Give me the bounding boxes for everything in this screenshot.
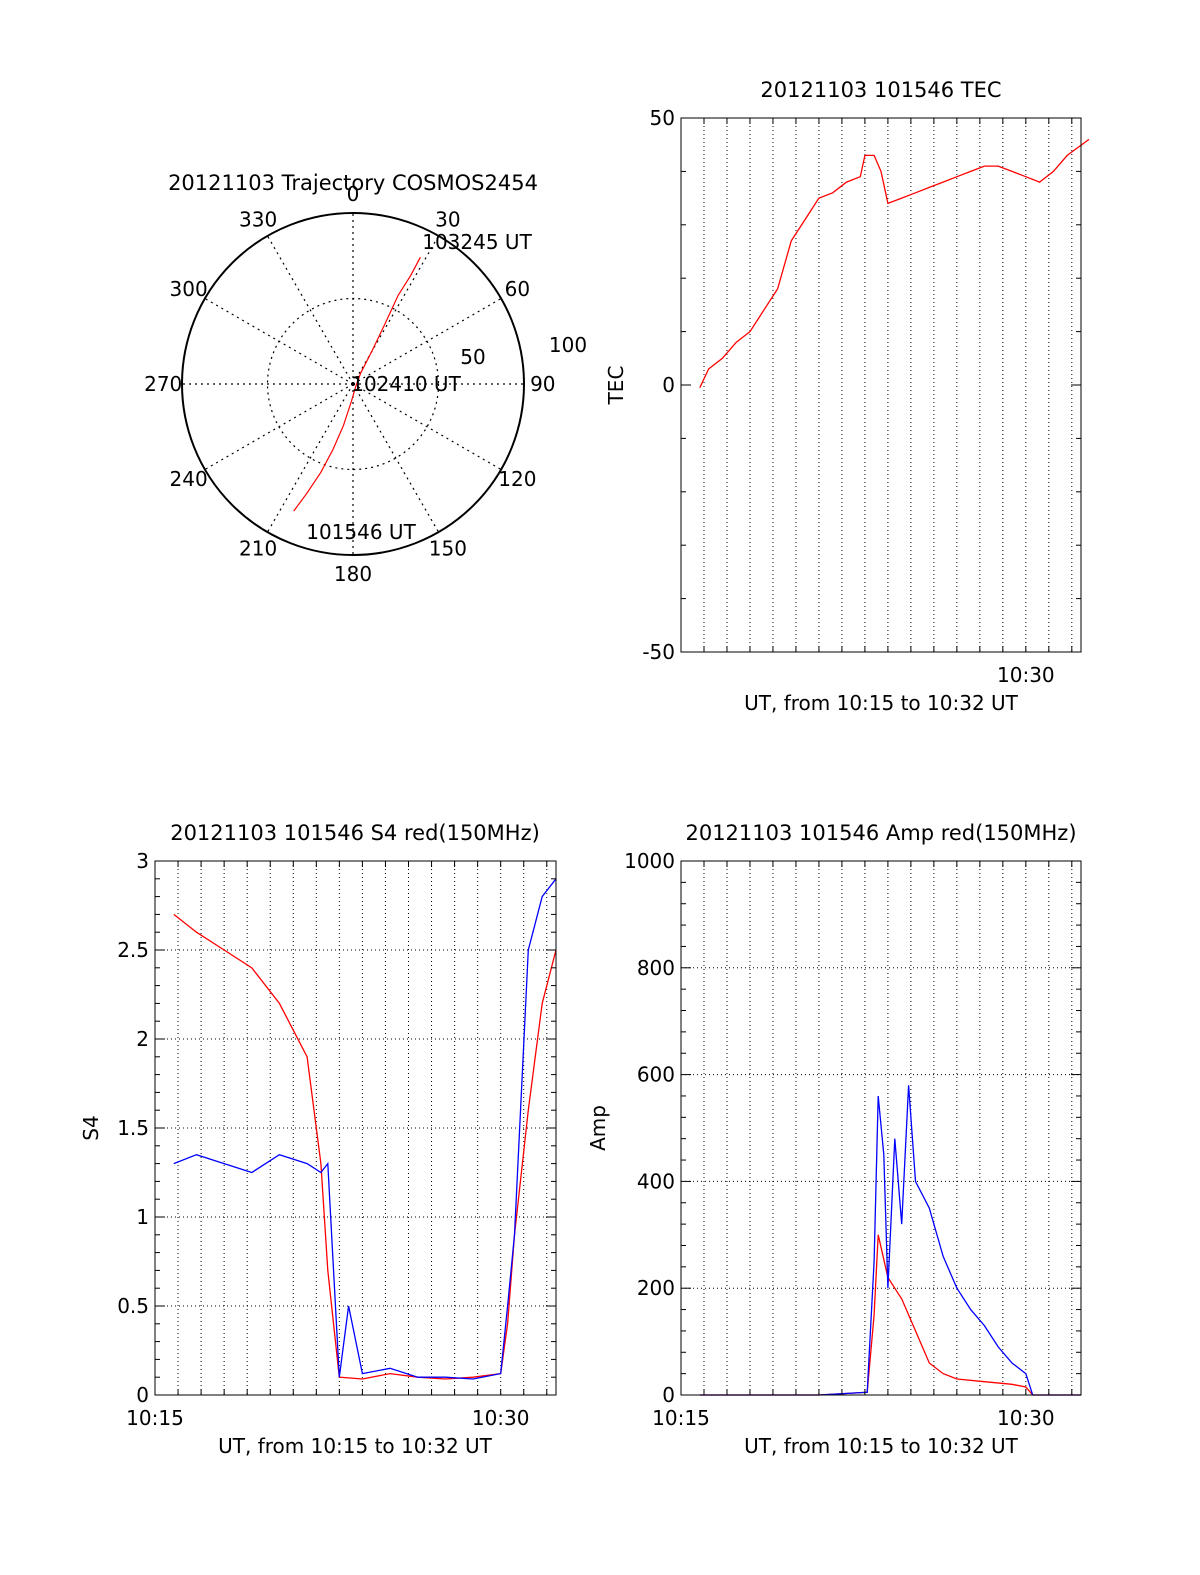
s4-series-group — [173, 878, 557, 1380]
polar-spoke — [266, 235, 354, 385]
tec-ytick-label: 0 — [662, 373, 675, 397]
polar-angle-label: 30 — [435, 208, 460, 232]
polar-spoke — [352, 383, 440, 533]
trajectory-plot: 20121103 Trajectory COSMOS2454 0 30 60 90 12… — [144, 171, 587, 586]
tec-title: 20121103 101546 TEC — [760, 78, 1001, 102]
tec-ticks: -50 0 50 10:30 — [642, 106, 1081, 687]
polar-angle-label: 240 — [170, 467, 208, 491]
s4-plot: 20121103 101546 S4 red(150MHz) UT, from … — [79, 821, 557, 1458]
amp-ylabel: Amp — [586, 1105, 610, 1151]
polar-angle-label: 0 — [347, 182, 360, 206]
trajectory-series — [293, 256, 421, 512]
amp-title: 20121103 101546 Amp red(150MHz) — [685, 821, 1076, 845]
s4-grid — [155, 861, 556, 1395]
amp-ytick-label: 200 — [637, 1276, 675, 1300]
trajectory-line — [293, 256, 421, 512]
amp-series-group — [699, 1085, 1081, 1396]
polar-spoke — [352, 297, 502, 385]
trajectory-annotations: 101546 UT 102410 UT 103245 UT — [306, 230, 532, 544]
polar-angle-label: 300 — [170, 277, 208, 301]
polar-angle-labels: 0 30 60 90 120 150 180 210 240 270 300 330 50 100 — [144, 182, 587, 586]
amp-xtick-label: 10:15 — [652, 1406, 710, 1430]
polar-spoke — [204, 383, 354, 471]
trajectory-time-label: 102410 UT — [351, 372, 461, 396]
amp-ticks: 0 200 400 600 800 1000 10:15 10:30 — [624, 849, 1081, 1430]
polar-outer-circle — [181, 212, 525, 556]
trajectory-title: 20121103 Trajectory COSMOS2454 — [168, 171, 538, 195]
amp-ytick-label: 0 — [662, 1383, 675, 1407]
amp-series-red — [699, 1234, 1081, 1396]
tec-plot: 20121103 101546 TEC UT, from 10:15 to 10… — [604, 78, 1090, 715]
s4-series-red — [173, 913, 557, 1380]
s4-ytick-label: 1.5 — [117, 1116, 149, 1140]
s4-title: 20121103 101546 S4 red(150MHz) — [170, 821, 540, 845]
polar-grid — [181, 212, 525, 556]
polar-angle-label: 120 — [498, 467, 536, 491]
amp-xtick-label: 10:30 — [997, 1406, 1055, 1430]
s4-xlabel: UT, from 10:15 to 10:32 UT — [218, 1434, 493, 1458]
amp-ytick-label: 800 — [637, 956, 675, 980]
tec-grid — [703, 118, 1073, 652]
polar-radial-label: 100 — [549, 333, 587, 357]
s4-xtick-label: 10:30 — [472, 1406, 530, 1430]
s4-series-blue — [173, 878, 557, 1380]
amp-xlabel: UT, from 10:15 to 10:32 UT — [744, 1434, 1019, 1458]
s4-ytick-label: 0 — [136, 1383, 149, 1407]
s4-ticks: 0 0.5 1 1.5 2 2.5 3 10:15 10:30 — [117, 849, 556, 1430]
tec-ytick-label: -50 — [642, 640, 675, 664]
tec-series-red — [699, 138, 1090, 388]
amp-frame — [680, 860, 1082, 1396]
polar-spoke — [352, 383, 502, 471]
s4-ytick-label: 3 — [136, 849, 149, 873]
tec-ytick-label: 50 — [650, 106, 675, 130]
tec-series-group — [699, 138, 1090, 388]
amp-ytick-label: 600 — [637, 1063, 675, 1087]
polar-angle-label: 60 — [505, 277, 530, 301]
amp-grid — [681, 861, 1081, 1395]
polar-angle-label: 90 — [530, 372, 555, 396]
s4-ytick-label: 0.5 — [117, 1294, 149, 1318]
tec-xtick-label: 10:30 — [997, 663, 1055, 687]
polar-radial-label: 50 — [460, 345, 485, 369]
polar-angle-label: 330 — [239, 208, 277, 232]
polar-spoke — [204, 297, 354, 385]
polar-spoke — [266, 383, 354, 533]
s4-ytick-label: 2 — [136, 1027, 149, 1051]
tec-frame — [680, 117, 1082, 653]
tec-ylabel: TEC — [604, 366, 628, 406]
trajectory-time-label: 103245 UT — [422, 230, 532, 254]
amp-ytick-label: 400 — [637, 1169, 675, 1193]
polar-angle-label: 210 — [239, 536, 277, 560]
amp-plot: 20121103 101546 Amp red(150MHz) UT, from… — [586, 821, 1082, 1458]
s4-ylabel: S4 — [79, 1115, 103, 1140]
trajectory-time-label: 101546 UT — [306, 520, 416, 544]
s4-ytick-label: 1 — [136, 1205, 149, 1229]
s4-xtick-label: 10:15 — [126, 1406, 184, 1430]
polar-angle-label: 180 — [334, 562, 372, 586]
tec-xlabel: UT, from 10:15 to 10:32 UT — [744, 691, 1019, 715]
polar-angle-label: 270 — [144, 372, 182, 396]
amp-series-blue — [699, 1085, 1081, 1396]
polar-spoke — [352, 235, 440, 385]
s4-ytick-label: 2.5 — [117, 938, 149, 962]
polar-angle-label: 150 — [429, 536, 467, 560]
amp-ytick-label: 1000 — [624, 849, 675, 873]
